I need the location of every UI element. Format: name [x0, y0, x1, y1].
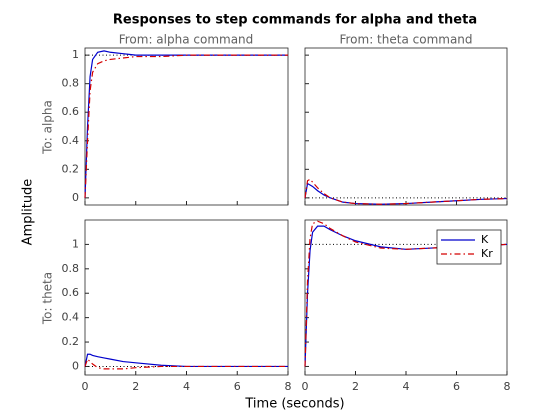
series-line: [84, 50, 288, 198]
series-line: [84, 358, 288, 370]
y-tick-label: 0.6: [62, 105, 80, 118]
series-line: [304, 178, 508, 205]
y-tick-label: 0.8: [62, 262, 80, 275]
series-line: [84, 54, 288, 198]
row-title: To: alpha: [41, 100, 55, 155]
y-tick-label: 0.8: [62, 77, 80, 90]
x-tick-label: 4: [183, 380, 190, 393]
y-tick-label: 0.2: [62, 335, 80, 348]
plot-area: [304, 47, 508, 206]
y-tick-label: 1: [72, 237, 79, 250]
x-tick-label: 2: [132, 380, 139, 393]
plot-area: [84, 219, 289, 376]
y-axis-label: Amplitude: [21, 179, 36, 246]
y-tick-label: 0: [72, 359, 79, 372]
x-tick-label: 8: [285, 380, 292, 393]
column-title: From: alpha command: [119, 33, 254, 47]
x-tick-label: 4: [403, 380, 410, 393]
legend-label: K: [481, 233, 489, 246]
column-title: From: theta command: [339, 33, 472, 47]
x-tick-label: 6: [234, 380, 241, 393]
y-tick-label: 0.4: [62, 134, 80, 147]
x-tick-label: 2: [352, 380, 359, 393]
x-tick-label: 0: [82, 380, 89, 393]
plot-area: [84, 47, 289, 206]
legend-label: Kr: [481, 247, 493, 260]
legend-box: [436, 229, 502, 265]
chart-title: Responses to step commands for alpha and…: [113, 13, 477, 28]
y-tick-label: 1: [72, 48, 79, 61]
y-tick-label: 0.2: [62, 162, 80, 175]
row-title: To: theta: [41, 272, 55, 325]
x-tick-label: 0: [302, 380, 309, 393]
x-tick-label: 6: [453, 380, 460, 393]
y-tick-label: 0: [72, 191, 79, 204]
x-axis-label: Time (seconds): [244, 397, 344, 412]
x-tick-label: 8: [504, 380, 511, 393]
y-tick-label: 0.4: [62, 311, 80, 324]
y-tick-label: 0.6: [62, 286, 80, 299]
